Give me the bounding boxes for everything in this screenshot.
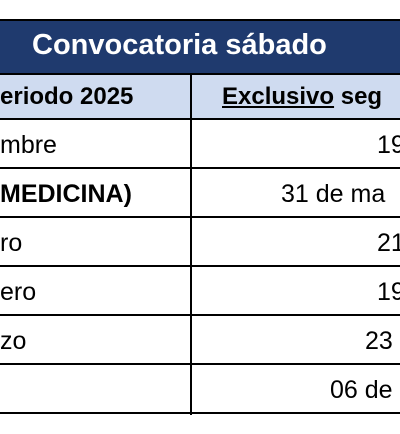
header-exclusivo-underlined: Exclusivo (222, 83, 335, 110)
row-2-right: 31 de ma (281, 180, 386, 208)
row-1-right: 19 (377, 131, 400, 159)
table-title-bar: Convocatoria sábado (0, 19, 400, 75)
header-exclusivo: Exclusivo seg (222, 83, 382, 111)
table-row: ero 19 (0, 267, 400, 316)
row-4-left: ero (0, 278, 37, 306)
row-6-right: 06 de (330, 376, 393, 404)
row-5-left: zo (0, 327, 27, 355)
row-3-right: 21 (377, 229, 400, 257)
header-row: eriodo 2025 Exclusivo seg (0, 75, 400, 120)
table-row: 06 de (0, 365, 400, 414)
row-5-right: 23 (365, 327, 393, 355)
row-1-left: mbre (0, 131, 57, 159)
table-row: mbre 19 (0, 120, 400, 169)
table-row: zo 23 (0, 316, 400, 365)
row-3-left: ro (0, 229, 23, 257)
header-exclusivo-rest: seg (334, 83, 383, 110)
header-periodo: eriodo 2025 (0, 83, 134, 110)
table-title: Convocatoria sábado (32, 29, 327, 61)
column-divider (190, 75, 192, 415)
row-4-right: 19 (377, 278, 400, 306)
row-2-left: MEDICINA) (0, 180, 132, 208)
table-row: ro 21 (0, 218, 400, 267)
table-row: MEDICINA) 31 de ma (0, 169, 400, 218)
